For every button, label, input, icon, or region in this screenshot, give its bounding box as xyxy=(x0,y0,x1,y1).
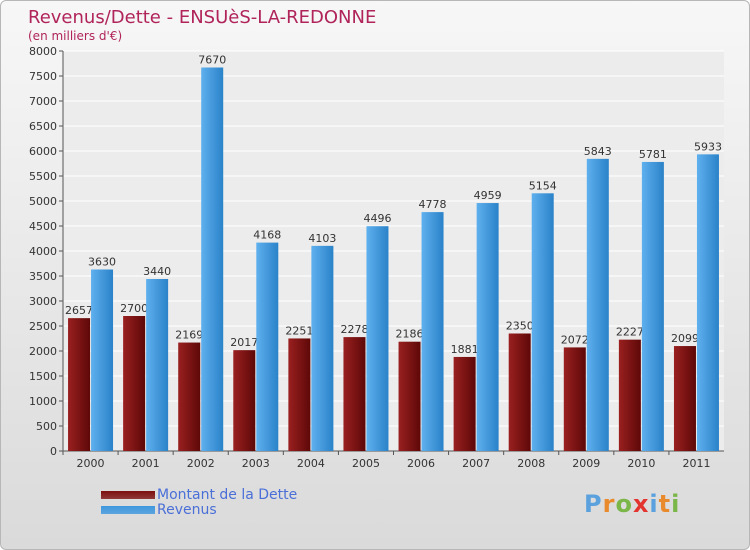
bar-revenus xyxy=(421,212,444,451)
data-label-revenus: 5843 xyxy=(584,145,612,158)
legend-swatch-dette xyxy=(101,490,155,499)
data-label-dette: 2350 xyxy=(506,320,534,333)
x-tick-label: 2003 xyxy=(242,457,270,470)
logo-letter: t xyxy=(658,490,672,518)
bar-revenus xyxy=(696,154,719,451)
data-label-revenus: 4103 xyxy=(308,232,336,245)
bar-dette xyxy=(508,333,531,451)
x-tick-label: 2011 xyxy=(682,457,710,470)
proxiti-logo: Proxiti xyxy=(584,490,680,518)
chart-title: Revenus/Dette - ENSUèS-LA-REDONNE xyxy=(28,7,377,28)
bar-dette xyxy=(233,350,256,451)
x-tick-label: 2009 xyxy=(572,457,600,470)
data-label-revenus: 5154 xyxy=(529,179,557,192)
y-tick-label: 7000 xyxy=(29,95,57,108)
bar-revenus xyxy=(91,269,114,451)
bar-dette xyxy=(618,339,641,451)
bar-revenus xyxy=(366,226,389,451)
y-tick-label: 5500 xyxy=(29,170,57,183)
legend-item-revenus: Revenus xyxy=(101,501,297,518)
bar-dette xyxy=(288,338,311,451)
bar-revenus xyxy=(641,161,664,451)
bar-revenus xyxy=(586,158,609,451)
bar-dette xyxy=(673,346,696,451)
data-label-revenus: 7670 xyxy=(198,54,226,67)
data-label-revenus: 5933 xyxy=(694,140,722,153)
data-label-revenus: 4778 xyxy=(419,198,447,211)
legend-item-dette: Montant de la Dette xyxy=(101,486,298,503)
logo-letter: o xyxy=(615,490,633,518)
chart-subtitle: (en milliers d'€) xyxy=(28,29,123,43)
data-label-dette: 2072 xyxy=(561,333,589,346)
x-tick-label: 2006 xyxy=(407,457,435,470)
x-tick-label: 2008 xyxy=(517,457,545,470)
x-tick-label: 2004 xyxy=(297,457,325,470)
bar-revenus xyxy=(476,203,499,451)
y-tick-label: 2500 xyxy=(29,320,57,333)
bar-dette xyxy=(563,347,586,451)
legend-label-dette: Montant de la Dette xyxy=(157,486,298,503)
x-tick-label: 2010 xyxy=(627,457,655,470)
logo-letter: P xyxy=(584,490,603,518)
data-label-dette: 1881 xyxy=(451,343,479,356)
y-tick-label: 5000 xyxy=(29,195,57,208)
bar-dette xyxy=(453,356,476,451)
data-label-revenus: 4168 xyxy=(253,229,281,242)
y-tick-label: 2000 xyxy=(29,345,57,358)
bar-revenus xyxy=(256,242,279,451)
data-label-dette: 2186 xyxy=(396,328,424,341)
bar-dette xyxy=(398,341,421,451)
bar-chart: 0 500 1000 1500 2000 2500 3000 3500 4000 4500 5000… xyxy=(29,45,724,470)
data-label-revenus: 3440 xyxy=(143,265,171,278)
data-label-revenus: 3630 xyxy=(88,256,116,269)
data-label-revenus: 4496 xyxy=(363,212,391,225)
legend-swatch-revenus xyxy=(101,505,155,514)
x-tick-label: 2005 xyxy=(352,457,380,470)
y-tick-label: 1500 xyxy=(29,370,57,383)
data-label-dette: 2657 xyxy=(65,304,93,317)
logo-letter: i xyxy=(649,490,659,518)
data-label-dette: 2017 xyxy=(230,336,258,349)
legend: Montant de la Dette Revenus xyxy=(101,486,298,518)
y-tick-label: 3500 xyxy=(29,270,57,283)
data-label-revenus: 5781 xyxy=(639,148,667,161)
x-tick-label: 2000 xyxy=(77,457,105,470)
y-tick-label: 3000 xyxy=(29,295,57,308)
data-label-dette: 2700 xyxy=(120,302,148,315)
bar-dette xyxy=(343,337,366,451)
bar-revenus xyxy=(146,279,169,451)
x-tick-label: 2002 xyxy=(187,457,215,470)
x-tick-label: 2001 xyxy=(132,457,160,470)
bar-dette xyxy=(178,342,201,451)
bar-dette xyxy=(123,316,146,451)
legend-label-revenus: Revenus xyxy=(157,501,217,518)
bar-revenus xyxy=(311,245,334,451)
y-tick-label: 6500 xyxy=(29,120,57,133)
y-tick-label: 7500 xyxy=(29,70,57,83)
logo-letter: i xyxy=(671,490,681,518)
data-label-dette: 2251 xyxy=(285,324,313,337)
y-tick-label: 6000 xyxy=(29,145,57,158)
y-tick-label: 0 xyxy=(50,445,57,458)
data-label-dette: 2227 xyxy=(616,326,644,339)
y-tick-label: 1000 xyxy=(29,395,57,408)
logo-letter: x xyxy=(632,490,650,518)
data-label-dette: 2099 xyxy=(671,332,699,345)
data-label-dette: 2169 xyxy=(175,329,203,342)
logo-letter: r xyxy=(602,490,616,518)
y-tick-label: 500 xyxy=(36,420,57,433)
x-tick-label: 2007 xyxy=(462,457,490,470)
bar-revenus xyxy=(531,193,554,452)
bar-revenus xyxy=(201,67,224,451)
bar-dette xyxy=(68,318,91,451)
y-tick-label: 4000 xyxy=(29,245,57,258)
data-label-revenus: 4959 xyxy=(474,189,502,202)
data-label-dette: 2278 xyxy=(340,323,368,336)
y-tick-label: 4500 xyxy=(29,220,57,233)
y-tick-label: 8000 xyxy=(29,45,57,58)
